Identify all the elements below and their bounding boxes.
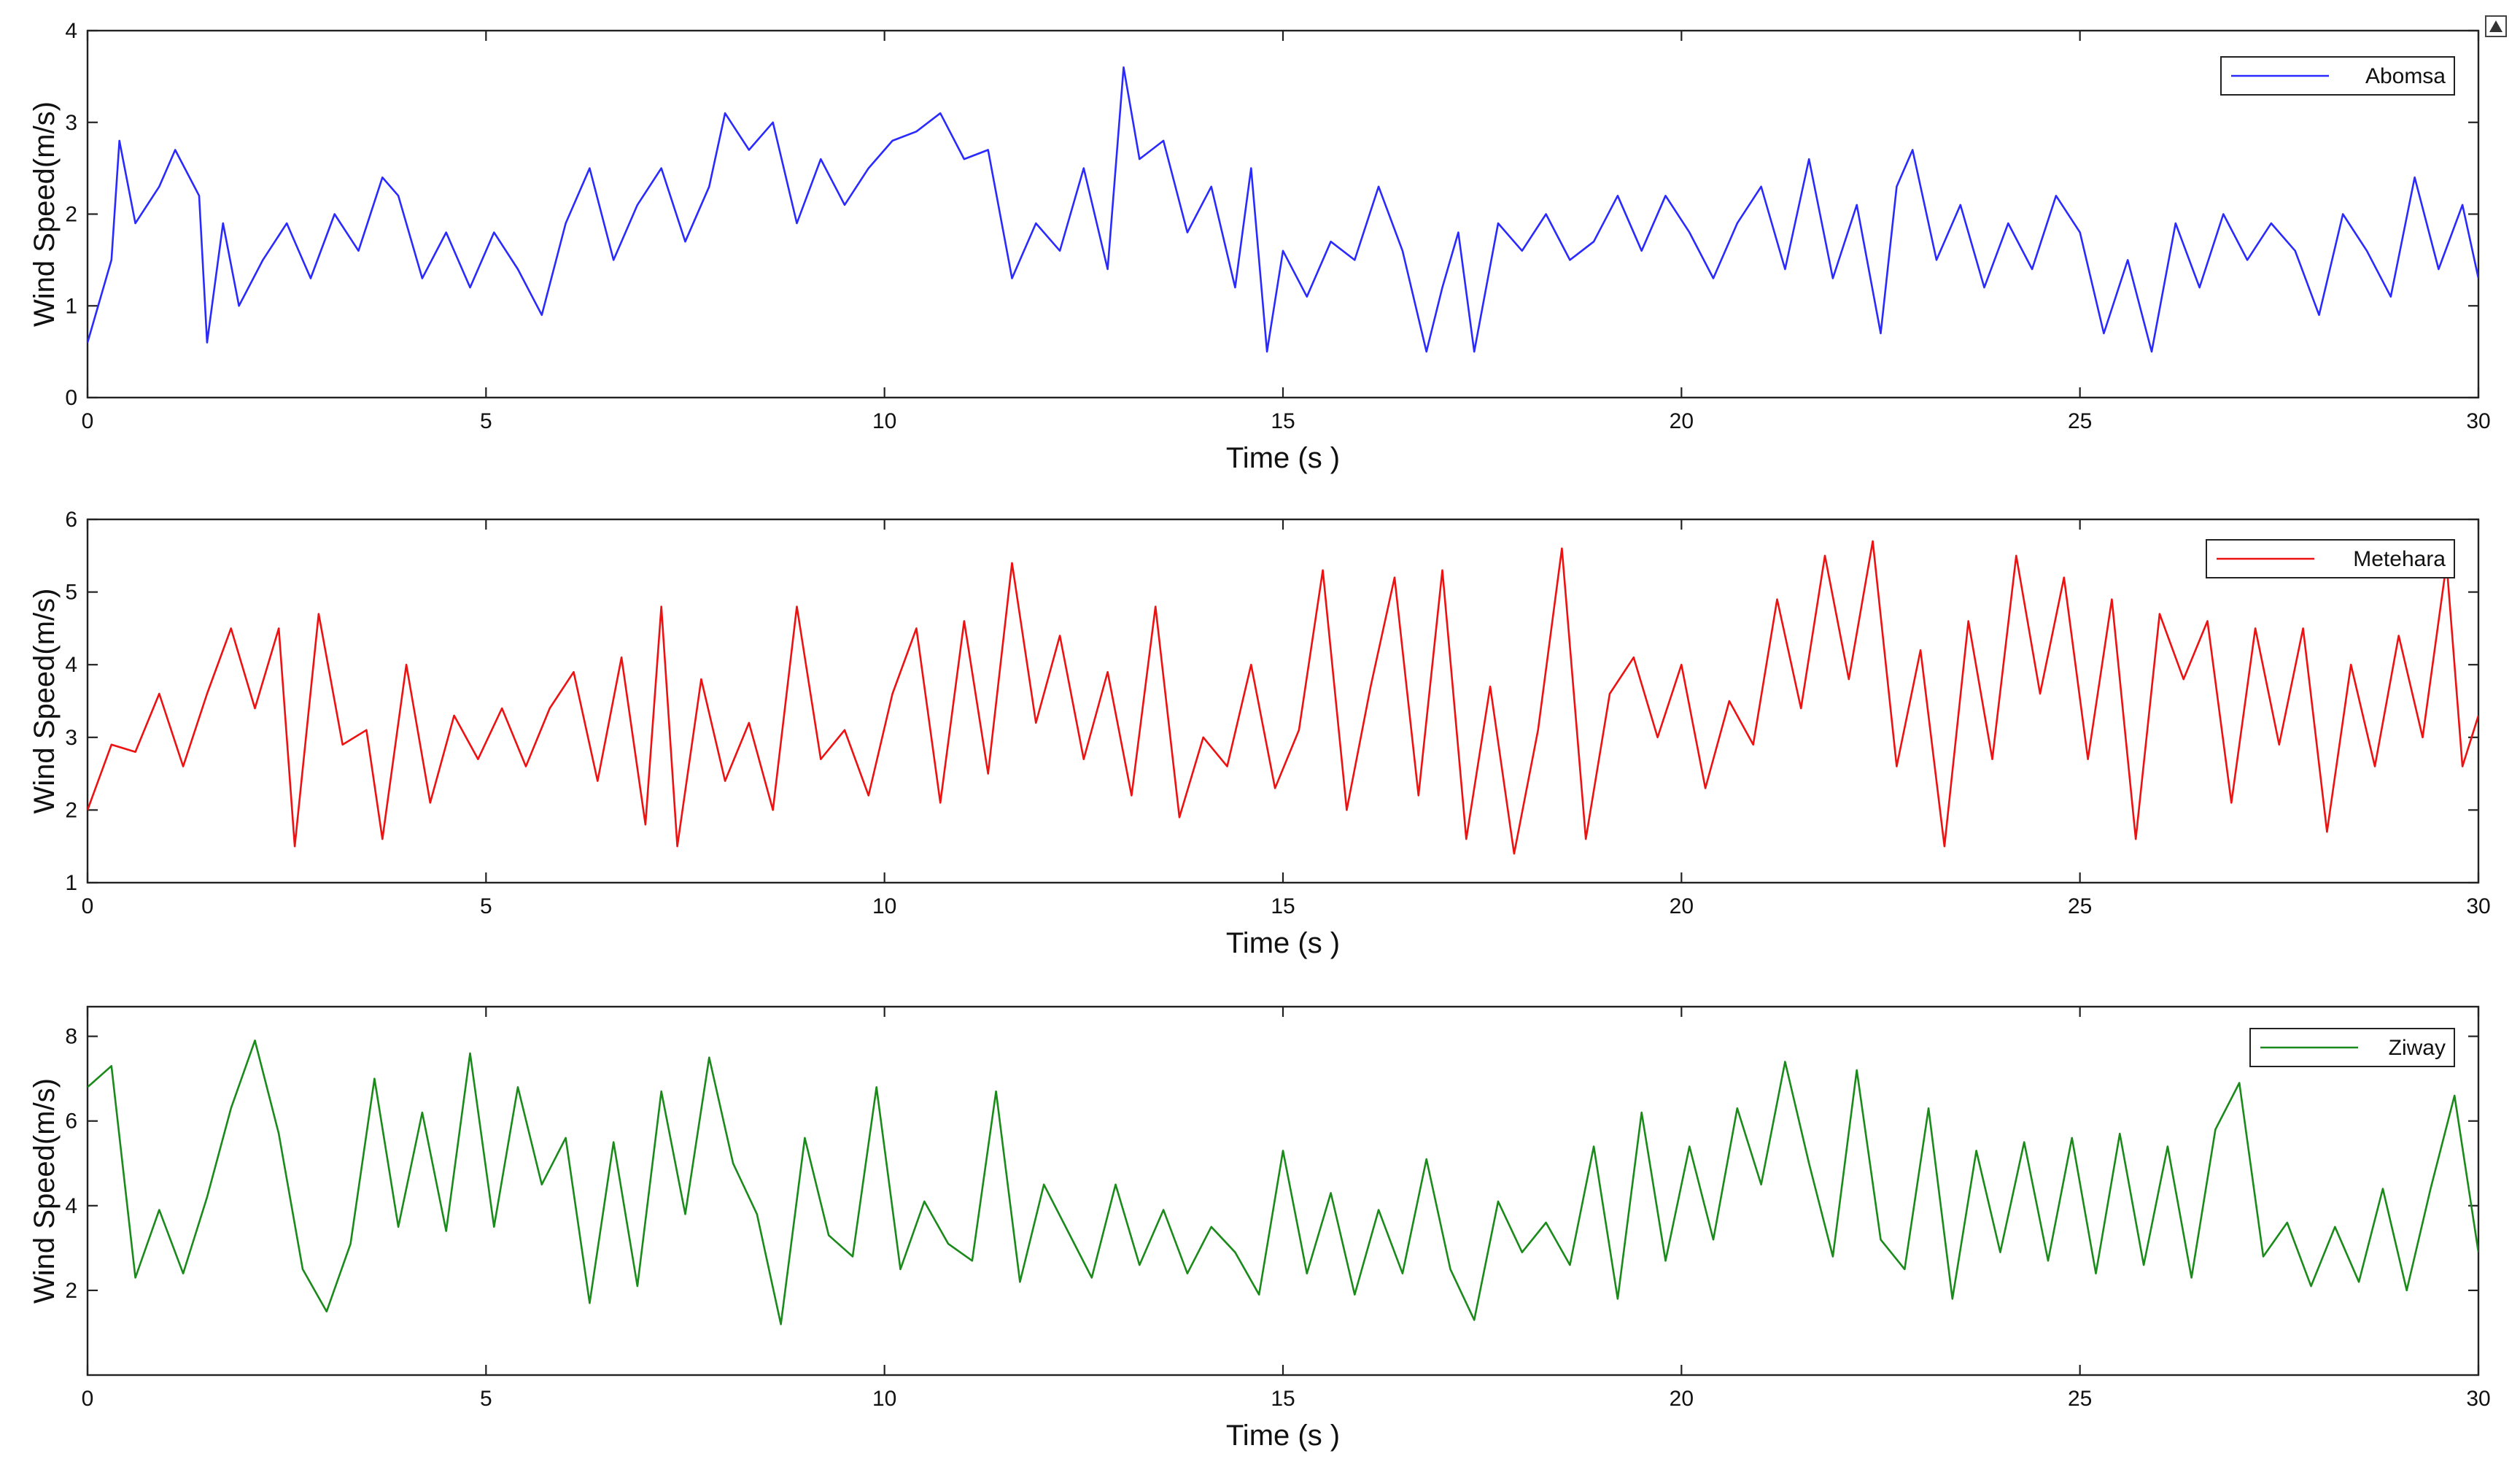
x-axis-label: Time (s )	[1226, 1420, 1340, 1452]
x-tick-label: 10	[872, 894, 896, 918]
x-tick-label: 30	[2466, 409, 2490, 433]
x-tick-label: 0	[82, 1387, 94, 1411]
y-tick-label: 3	[65, 111, 77, 135]
pin-icon	[2489, 20, 2502, 32]
x-tick-label: 20	[1670, 1387, 1694, 1411]
x-tick-label: 30	[2466, 1387, 2490, 1411]
y-tick-label: 2	[65, 1279, 77, 1303]
legend-label: Abomsa	[2365, 64, 2446, 88]
x-tick-label: 15	[1271, 894, 1295, 918]
y-tick-label: 6	[65, 508, 77, 532]
y-tick-label: 1	[65, 871, 77, 895]
axes-frame	[86, 1005, 2480, 1377]
series-line-abomsa	[88, 66, 2478, 353]
axes-frame	[86, 29, 2480, 399]
y-axis-label: Wind Speed(m/s)	[28, 589, 61, 814]
legend-label: Ziway	[2389, 1036, 2446, 1060]
y-tick-label: 4	[65, 19, 77, 43]
x-tick-label: 25	[2068, 409, 2092, 433]
x-tick-label: 15	[1271, 409, 1295, 433]
y-tick-label: 2	[65, 203, 77, 227]
subplot-3: 0 5 10 15 20 25 30 2 4 6 8 Time (s ) Wind Speed(m/s)…	[28, 1005, 2491, 1452]
y-tick-label: 3	[65, 726, 77, 750]
x-tick-label: 0	[82, 409, 94, 433]
x-axis-label: Time (s )	[1226, 927, 1340, 959]
legend-label: Metehara	[2353, 547, 2446, 571]
x-tick-label: 15	[1271, 1387, 1295, 1411]
x-tick-label: 30	[2466, 894, 2490, 918]
y-axis-label: Wind Speed(m/s)	[28, 1078, 61, 1304]
x-axis-label: Time (s )	[1226, 442, 1340, 474]
x-tick-label: 5	[480, 1387, 492, 1411]
y-tick-label: 6	[65, 1110, 77, 1134]
corner-button-frame[interactable]	[2485, 15, 2507, 37]
x-tick-label: 20	[1670, 409, 1694, 433]
series-line-ziway	[88, 1040, 2478, 1325]
x-tick-label: 10	[872, 1387, 896, 1411]
figure-corner-button[interactable]	[2485, 15, 2507, 37]
subplot-2: 0 5 10 15 20 25 30 1 2 3 4 5 6 Time (s ) Wind Speed(m/…	[28, 508, 2491, 959]
series-line-metehara	[88, 540, 2478, 855]
y-tick-label: 5	[65, 581, 77, 605]
y-tick-label: 0	[65, 386, 77, 410]
x-tick-label: 20	[1670, 894, 1694, 918]
x-tick-label: 25	[2068, 1387, 2092, 1411]
axes-frame	[86, 518, 2480, 884]
y-tick-label: 4	[65, 653, 77, 677]
x-tick-label: 0	[82, 894, 94, 918]
x-tick-label: 5	[480, 409, 492, 433]
y-tick-label: 1	[65, 294, 77, 318]
subplot-1: 0 5 10 15 20 25 30 0 1 2 3 4 Time (s ) Wind Speed(m/s…	[28, 19, 2491, 474]
x-tick-label: 25	[2068, 894, 2092, 918]
x-tick-label: 10	[872, 409, 896, 433]
y-tick-label: 2	[65, 798, 77, 822]
x-tick-label: 5	[480, 894, 492, 918]
y-axis-label: Wind Speed(m/s)	[28, 101, 61, 327]
y-tick-label: 8	[65, 1025, 77, 1049]
y-tick-label: 4	[65, 1194, 77, 1218]
